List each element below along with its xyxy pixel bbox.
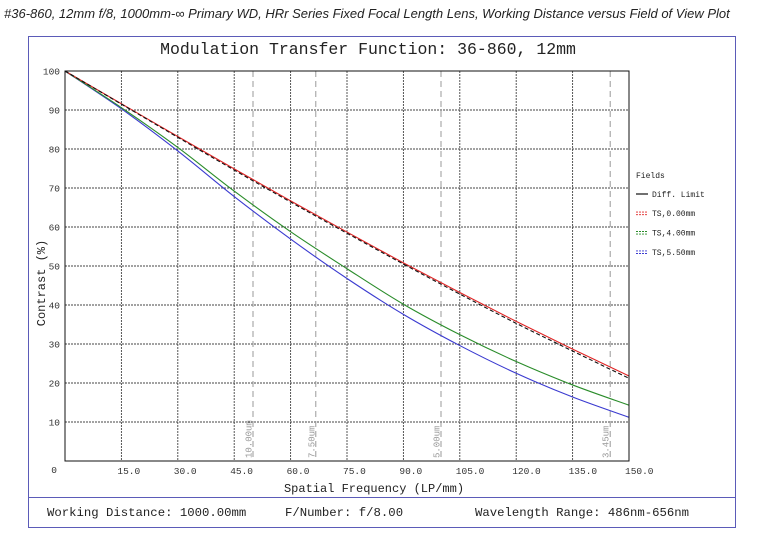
y-tick-label: 60 <box>49 222 61 233</box>
f-number: F/Number: f/8.00 <box>285 506 404 520</box>
plot-area-border <box>64 70 630 462</box>
wavelength-range: Wavelength Range: 486nm-656nm <box>475 506 690 520</box>
x-tick-label: 15.0 <box>117 466 140 477</box>
x-tick-label: 60.0 <box>287 466 310 477</box>
y-tick-label: 70 <box>49 183 61 194</box>
y-tick-label: 10 <box>49 417 61 428</box>
x-tick-label: 105.0 <box>456 466 485 477</box>
reference-line-label: 3.45um <box>602 426 612 458</box>
y-tick-label: 100 <box>43 66 60 77</box>
reference-line-label: 10.00um <box>245 420 255 458</box>
x-tick-label: 45.0 <box>230 466 253 477</box>
y-tick-label: 90 <box>49 105 61 116</box>
x-tick-label: 135.0 <box>569 466 598 477</box>
y-tick-label: 0 <box>51 465 57 476</box>
chart-frame <box>28 36 736 528</box>
legend-title: Fields <box>636 172 665 181</box>
working-distance: Working Distance: 1000.00mm <box>47 506 247 520</box>
x-tick-label: 120.0 <box>512 466 541 477</box>
y-tick-label: 50 <box>49 261 61 272</box>
legend-swatch-ts-4-00mm <box>636 231 648 235</box>
x-tick-label: 150.0 <box>625 466 654 477</box>
reference-line-label: 7.50um <box>307 426 317 458</box>
series-line-ts-4-00mm <box>64 70 630 406</box>
y-tick-label: 40 <box>49 300 61 311</box>
info-row: Working Distance: 1000.00mm F/Number: f/… <box>28 497 736 528</box>
y-tick-label: 80 <box>49 144 61 155</box>
series-line-diff-limit <box>64 70 630 379</box>
x-axis-label: Spatial Frequency (LP/mm) <box>284 482 464 496</box>
legend-label: TS,5.50mm <box>652 249 695 258</box>
y-tick-label: 30 <box>49 339 61 350</box>
legend-label: TS,4.00mm <box>652 230 695 239</box>
grid <box>65 71 629 461</box>
plot-caption: #36-860, 12mm f/8, 1000mm-∞ Primary WD, … <box>4 6 730 21</box>
x-tick-label: 90.0 <box>399 466 422 477</box>
chart-title: Modulation Transfer Function: 36-860, 12… <box>160 40 576 59</box>
y-tick-labels: 0 10 20 30 40 50 60 70 80 90 100 <box>43 66 60 476</box>
series-line-ts-5-50mm <box>64 70 630 418</box>
series-group <box>64 70 630 418</box>
x-tick-label: 30.0 <box>174 466 197 477</box>
legend-swatch-ts-0-00mm <box>636 211 648 216</box>
x-tick-labels: 15.0 30.0 45.0 60.0 75.0 90.0 105.0 120.0 135.0 1… <box>117 466 653 477</box>
x-tick-label: 75.0 <box>343 466 366 477</box>
reference-line-label: 5.00um <box>433 426 443 458</box>
legend-label: Diff. Limit <box>652 191 705 200</box>
reference-lines: 10.00um 7.50um 5.00um 3.45um <box>245 71 612 461</box>
y-axis-label: Contrast (%) <box>35 240 49 326</box>
legend: Fields Diff. Limit TS,0.00mm TS,4.00mm TS,5… <box>636 172 705 258</box>
legend-swatch-ts-5-50mm <box>636 250 648 254</box>
legend-label: TS,0.00mm <box>652 210 695 219</box>
y-tick-label: 20 <box>49 378 61 389</box>
